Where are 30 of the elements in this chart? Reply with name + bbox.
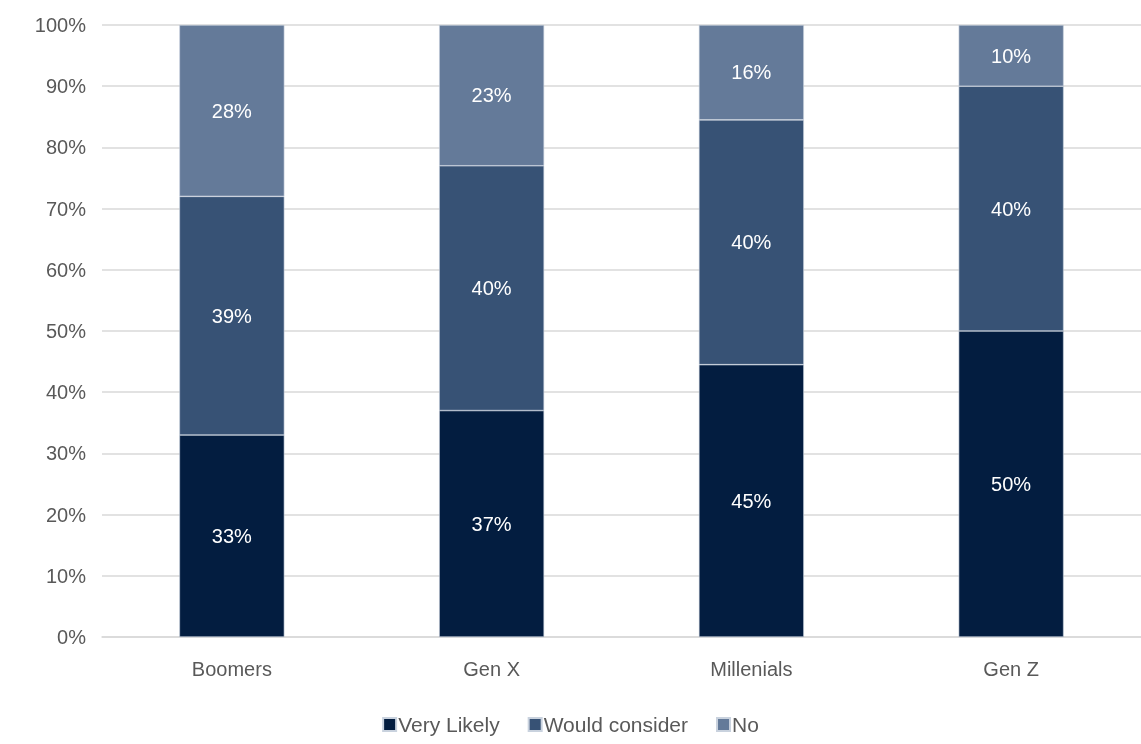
x-tick-label: Gen Z <box>983 658 1039 680</box>
data-label: 45% <box>731 489 772 512</box>
y-tick-label: 90% <box>45 75 87 98</box>
data-label: 16% <box>731 61 772 84</box>
y-tick-label: 20% <box>45 503 87 526</box>
data-label: 39% <box>211 304 253 327</box>
y-tick-label: 10% <box>45 564 87 587</box>
data-label: 28% <box>211 99 253 122</box>
data-label: 33% <box>211 525 253 548</box>
y-tick-label: 60% <box>45 258 87 281</box>
data-label: 40% <box>991 197 1032 220</box>
x-tick-label: Boomers <box>191 658 272 680</box>
data-label: 23% <box>471 84 512 107</box>
y-tick-label: 40% <box>45 381 87 404</box>
y-tick-label: 30% <box>45 442 87 465</box>
y-tick-label: 100% <box>34 14 87 36</box>
data-label: 10% <box>991 44 1032 67</box>
legend-label: Very Likely <box>398 713 501 736</box>
x-tick-label: Gen X <box>463 658 520 680</box>
data-label: 37% <box>471 512 512 535</box>
data-label: 50% <box>991 473 1032 495</box>
data-label: 40% <box>471 277 512 300</box>
legend-label: No <box>732 713 759 736</box>
y-tick-label: 80% <box>45 136 87 159</box>
x-tick-label: Millenials <box>710 658 793 680</box>
y-tick-label: 70% <box>45 197 87 220</box>
data-label: 40% <box>731 231 772 254</box>
y-tick-label: 0% <box>57 626 87 648</box>
y-tick-label: 50% <box>45 320 87 342</box>
legend-label: Would consider <box>543 713 689 736</box>
